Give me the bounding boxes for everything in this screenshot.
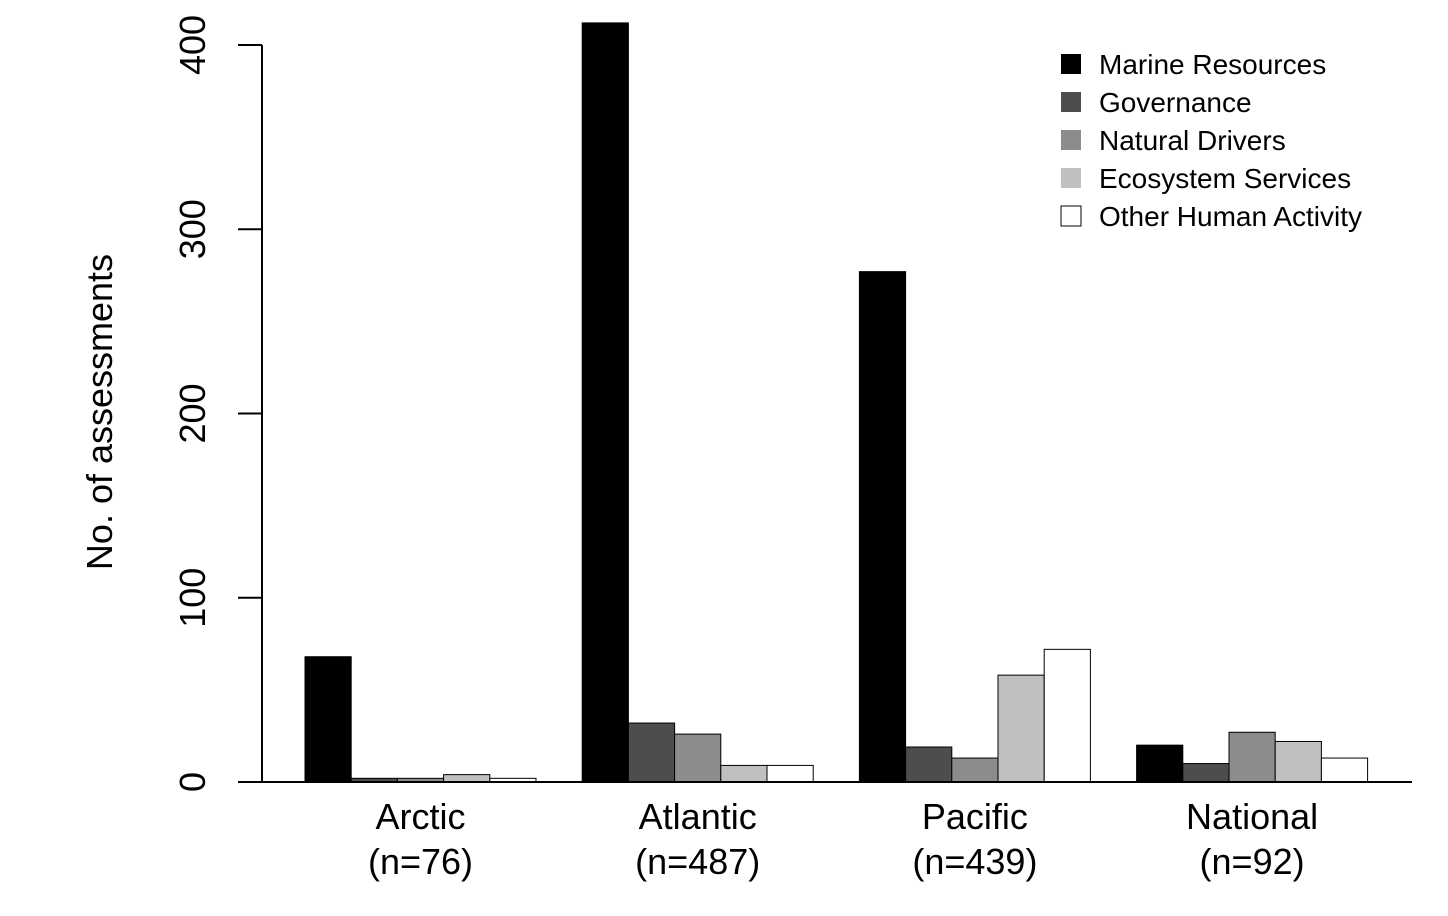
bar-ecosystem-services (720, 764, 768, 783)
bar-governance (905, 746, 953, 783)
legend-label: Marine Resources (1099, 49, 1326, 80)
bar-group-pacific (858, 271, 1091, 783)
bar-ecosystem-services (997, 674, 1045, 783)
x-tick-label: Arctic (376, 796, 466, 837)
legend-label: Ecosystem Services (1099, 163, 1351, 194)
legend-swatch (1061, 54, 1081, 74)
x-tick-sublabel: (n=76) (368, 841, 473, 882)
bars (304, 22, 1369, 783)
bar-governance (627, 722, 676, 783)
bar-marine-resources (581, 22, 629, 783)
legend-swatch (1060, 205, 1082, 227)
legend-label: Other Human Activity (1099, 201, 1362, 232)
bar-group-national (1136, 731, 1369, 783)
bar-other-human-activity (1043, 648, 1091, 783)
x-tick-label: Atlantic (639, 796, 757, 837)
y-tick-label: 0 (172, 772, 213, 792)
x-tick-label: National (1186, 796, 1318, 837)
x-tick-sublabel: (n=439) (912, 841, 1037, 882)
x-tick-label: Pacific (922, 796, 1028, 837)
legend-label: Governance (1099, 87, 1252, 118)
bar-marine-resources (304, 656, 352, 783)
bar-natural-drivers (951, 757, 999, 783)
x-axis: Arctic(n=76) Atlantic(n=487) Pacific(n=439… (238, 781, 1412, 882)
bar-marine-resources (1136, 744, 1184, 783)
y-tick-label: 400 (172, 15, 213, 75)
legend-swatch (1061, 168, 1081, 188)
bar-group-atlantic (581, 22, 814, 783)
legend-swatch (1061, 92, 1081, 112)
bar-ecosystem-services (443, 774, 491, 783)
x-tick-sublabel: (n=487) (635, 841, 760, 882)
legend-label: Natural Drivers (1099, 125, 1286, 156)
bar-governance (1182, 763, 1230, 783)
bar-natural-drivers (1228, 731, 1276, 783)
legend-swatch (1061, 130, 1081, 150)
x-tick-sublabel: (n=92) (1200, 841, 1305, 882)
bar-ecosystem-services (1274, 740, 1322, 783)
y-axis-label: No. of assessments (79, 254, 120, 570)
bar-natural-drivers (674, 733, 722, 783)
bar-other-human-activity (1320, 757, 1369, 783)
y-tick-label: 100 (172, 568, 213, 628)
bar-marine-resources (858, 271, 907, 783)
y-tick-label: 200 (172, 383, 213, 443)
legend: Marine Resources Governance Natural Driver… (1060, 49, 1362, 232)
bar-group-arctic (304, 656, 537, 783)
bar-other-human-activity (766, 764, 814, 783)
y-tick-label: 300 (172, 199, 213, 259)
y-axis: 0 100 200 300 400 (172, 15, 263, 792)
